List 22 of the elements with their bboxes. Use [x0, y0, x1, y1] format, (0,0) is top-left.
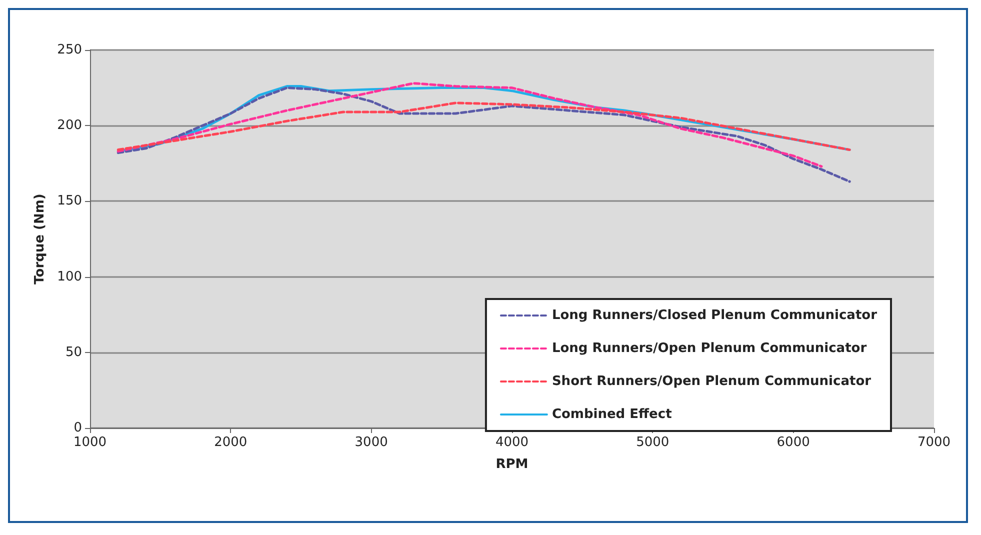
x-tick-label: 4000	[495, 435, 529, 450]
y-tick-label: 0	[74, 420, 82, 436]
x-tick-label: 6000	[776, 435, 810, 450]
line-series	[116, 102, 851, 152]
legend-label: Short Runners/Open Plenum Communicator	[552, 374, 872, 389]
x-tick-label: 1000	[73, 435, 107, 450]
line-series	[116, 82, 823, 168]
x-tick-label: 3000	[354, 435, 388, 450]
y-tick-label: 100	[57, 269, 82, 284]
y-tick-label: 50	[65, 344, 82, 360]
legend-label: Long Runners/Open Plenum Communicator	[552, 341, 868, 356]
x-tick-label: 2000	[214, 435, 248, 450]
x-tick-label: 7000	[917, 435, 951, 450]
legend-label: Long Runners/Closed Plenum Communicator	[552, 308, 878, 323]
x-tick-label: 5000	[636, 435, 670, 450]
x-axis-title: RPM	[496, 457, 528, 472]
y-tick-label: 150	[57, 194, 82, 209]
y-axis-title: Torque (Nm)	[32, 194, 48, 284]
line-series	[116, 86, 851, 183]
y-tick-label: 250	[57, 42, 82, 58]
y-tick-label: 200	[57, 118, 82, 134]
legend-label: Combined Effect	[552, 407, 672, 422]
